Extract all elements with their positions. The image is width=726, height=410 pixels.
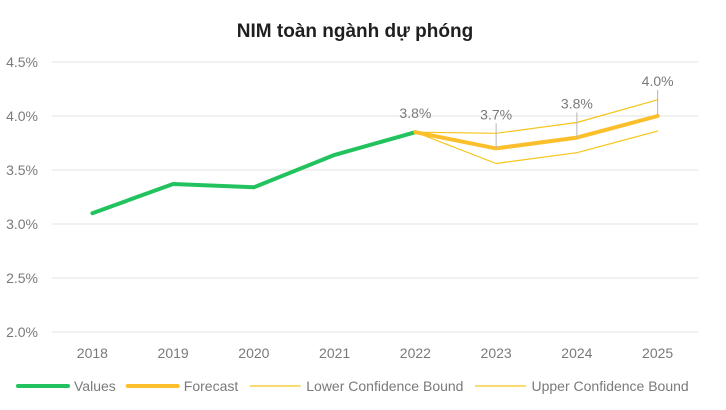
data-labels: 3.8% 3.7% 3.8% 4.0% <box>399 73 674 149</box>
y-tick-label: 3.5% <box>6 162 38 178</box>
y-tick-label: 2.5% <box>6 270 38 286</box>
series-line-upper-confidence-bound <box>414 99 659 134</box>
data-label: 3.8% <box>399 105 431 121</box>
data-label: 3.7% <box>480 106 512 122</box>
x-tick-label: 2024 <box>561 345 592 361</box>
x-tick-label: 2022 <box>400 345 431 361</box>
legend-label-lower-confidence-bound: Lower Confidence Bound <box>306 378 463 394</box>
legend-label-values: Values <box>74 378 116 394</box>
x-tick-label: 2020 <box>238 345 269 361</box>
y-tick-label: 2.0% <box>6 324 38 340</box>
x-tick-label: 2019 <box>158 345 189 361</box>
series-lines <box>90 99 660 216</box>
y-tick-label: 4.0% <box>6 108 38 124</box>
x-tick-label: 2025 <box>642 345 673 361</box>
legend: Values Forecast Lower Confidence Bound Uppe… <box>16 378 689 394</box>
y-axis-ticks: 2.0% 2.5% 3.0% 3.5% 4.0% 4.5% <box>6 54 38 340</box>
y-tick-label: 3.0% <box>6 216 38 232</box>
chart-title: NIM toàn ngành dự phóng <box>237 21 473 42</box>
series-line-values <box>90 130 418 216</box>
x-axis-ticks: 2018 2019 2020 2021 2022 2023 2024 2025 <box>77 345 674 361</box>
legend-label-forecast: Forecast <box>184 378 239 394</box>
series-line-forecast <box>413 114 660 151</box>
data-label: 3.8% <box>561 95 593 111</box>
series-line-lower-confidence-bound <box>414 130 659 165</box>
x-tick-label: 2023 <box>481 345 512 361</box>
data-label: 4.0% <box>642 73 674 89</box>
x-tick-label: 2018 <box>77 345 108 361</box>
grid-lines <box>52 61 698 333</box>
y-tick-label: 4.5% <box>6 54 38 70</box>
legend-label-upper-confidence-bound: Upper Confidence Bound <box>531 378 688 394</box>
x-tick-label: 2021 <box>319 345 350 361</box>
